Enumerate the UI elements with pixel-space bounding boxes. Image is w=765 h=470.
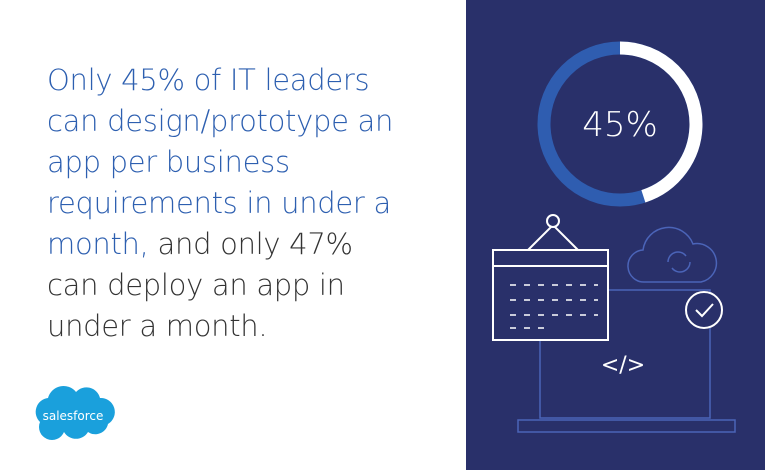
headline-text: under a month. (47, 309, 268, 343)
donut-arc (537, 41, 703, 207)
check-icon (685, 291, 723, 329)
donut-label: 45% (582, 105, 658, 145)
illustration-panel (466, 0, 765, 470)
headline-line: Only 45% of IT leaders (47, 60, 393, 101)
headline-text: can design/prototype an (47, 104, 394, 138)
headline: Only 45% of IT leaders can design/prototy… (47, 60, 393, 347)
calendar-icon (492, 214, 609, 341)
headline-text: can deploy an app in (47, 268, 345, 302)
headline-text: Only 45% of IT leaders (47, 63, 370, 97)
headline-line: month, and only 47% (47, 224, 393, 265)
logo: salesforce (35, 385, 115, 440)
headline-line: can design/prototype an (47, 101, 393, 142)
headline-text: requirements in under a (47, 186, 391, 220)
logo-text: salesforce (43, 409, 104, 423)
cloud-icon (627, 226, 718, 283)
laptop-icon (517, 289, 736, 433)
headline-text: app per business (47, 145, 290, 179)
headline-line: under a month. (47, 306, 393, 347)
headline-line: can deploy an app in (47, 265, 393, 306)
headline-text: month, (47, 227, 149, 261)
headline-text: and only 47% (157, 227, 354, 261)
headline-line: app per business (47, 142, 393, 183)
logo-cloud (35, 385, 115, 440)
code-icon: </> (601, 353, 645, 378)
headline-line: requirements in under a (47, 183, 393, 224)
